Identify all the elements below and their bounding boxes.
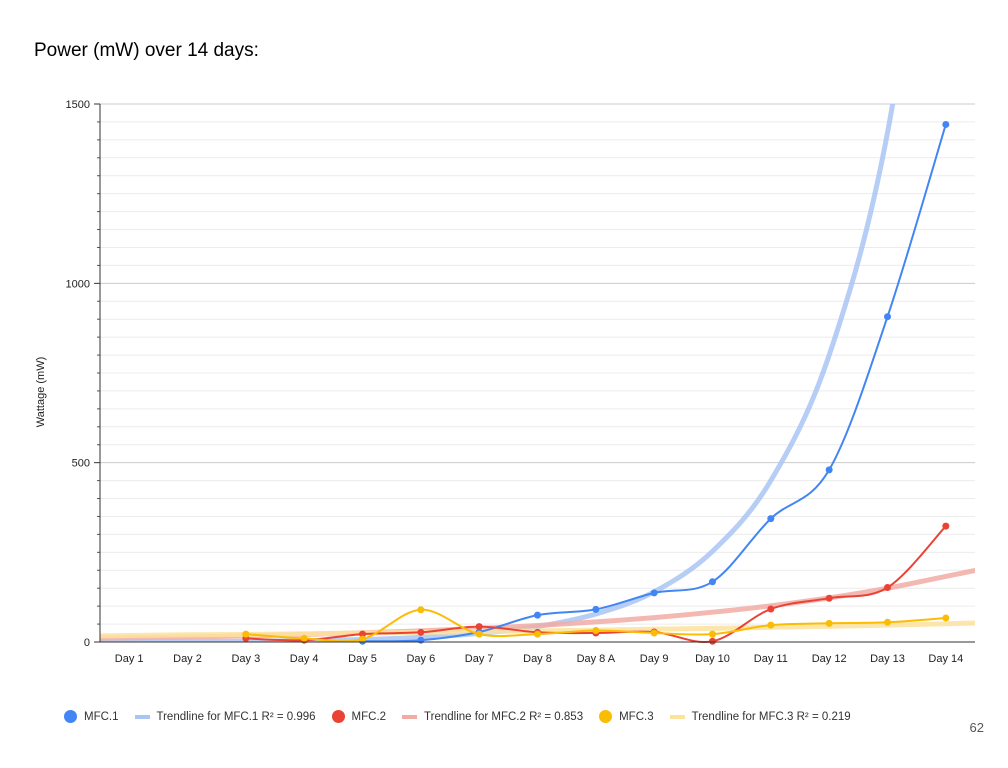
data-point	[884, 583, 891, 591]
legend: MFC.1 Trendline for MFC.1 R² = 0.996 MFC.2…	[64, 710, 958, 723]
page-number: 62	[969, 720, 984, 735]
legend-item-trendline: Trendline for MFC.3 R² = 0.219	[669, 710, 851, 723]
data-point	[767, 621, 775, 629]
data-point	[942, 522, 950, 530]
legend-item-series: MFC.2	[331, 710, 387, 723]
legend-label: MFC.3	[619, 710, 654, 723]
legend-dot-icon	[64, 710, 77, 723]
data-point	[825, 619, 833, 627]
x-tick-label: Day 4	[290, 653, 319, 665]
legend-item-trendline: Trendline for MFC.1 R² = 0.996	[134, 710, 316, 723]
trendline-1	[100, 104, 896, 642]
legend-item-trendline: Trendline for MFC.2 R² = 0.853	[402, 711, 583, 723]
x-tick-label: Day 6	[406, 653, 435, 665]
x-tick-label: Day 1	[115, 653, 144, 665]
data-point	[650, 629, 658, 637]
data-point	[475, 623, 483, 631]
y-axis-label: Wattage (mW)	[35, 357, 47, 428]
x-tick-label: Day 14	[928, 653, 963, 665]
data-point	[650, 589, 658, 597]
data-point	[242, 630, 250, 638]
data-point	[767, 515, 775, 523]
x-tick-label: Day 8	[523, 653, 552, 665]
legend-label: Trendline for MFC.2 R² = 0.853	[424, 710, 584, 723]
legend-dot-icon	[599, 710, 613, 723]
data-point	[592, 627, 600, 635]
data-point	[825, 594, 833, 602]
x-tick-label: Day 13	[870, 653, 905, 665]
data-point	[359, 630, 366, 638]
data-point	[534, 611, 541, 619]
x-tick-label: Day 7	[465, 653, 494, 665]
data-point	[767, 605, 775, 613]
data-point	[300, 634, 308, 642]
data-point	[417, 636, 425, 644]
x-tick-labels: Day 1 Day 2 Day 3 Day 4 Day 5 Day 6 Day 7 Day 8…	[115, 653, 963, 665]
legend-line-icon	[669, 714, 685, 719]
x-tick-label: Day 12	[812, 653, 847, 665]
x-tick-label: Day 8 A	[577, 653, 616, 665]
data-point	[475, 630, 483, 638]
legend-dot-icon	[331, 710, 345, 723]
legend-label: Trendline for MFC.3 R² = 0.219	[691, 710, 851, 723]
legend-item-series: MFC.1	[64, 710, 119, 723]
data-point	[942, 120, 950, 128]
legend-line-icon	[402, 714, 418, 719]
y-tick-labels: 0 500 1000 1500	[66, 99, 90, 649]
data-series	[242, 120, 950, 645]
minor-gridlines	[100, 121, 975, 625]
trendlines	[100, 104, 975, 642]
y-tick-label: 1000	[66, 278, 90, 290]
data-point	[884, 313, 891, 321]
data-point	[359, 635, 366, 643]
data-point	[825, 466, 833, 474]
x-tick-label: Day 2	[173, 653, 202, 665]
data-point	[709, 578, 716, 586]
x-tick-label: Day 9	[640, 653, 669, 665]
axes	[94, 103, 975, 643]
x-tick-label: Day 5	[348, 653, 377, 665]
data-point	[417, 606, 425, 614]
legend-label: MFC.1	[84, 710, 119, 723]
legend-line-icon	[134, 714, 150, 719]
data-point	[709, 630, 716, 638]
y-tick-label: 1500	[66, 99, 90, 111]
data-point	[709, 637, 716, 645]
legend-item-series: MFC.3	[599, 710, 654, 723]
data-point	[534, 630, 541, 638]
legend-label: MFC.2	[351, 710, 387, 723]
x-tick-label: Day 10	[695, 653, 730, 665]
legend-label: Trendline for MFC.1 R² = 0.996	[156, 710, 316, 723]
data-point	[884, 618, 891, 626]
page-title: Power (mW) over 14 days:	[34, 40, 259, 61]
series-line-mfc-1	[362, 124, 947, 643]
y-tick-label: 500	[72, 458, 90, 470]
data-point	[942, 614, 950, 622]
y-tick-label: 0	[84, 637, 90, 649]
x-tick-label: Day 3	[231, 653, 260, 665]
x-tick-label: Day 11	[754, 653, 788, 665]
data-point	[417, 628, 425, 636]
major-gridlines	[100, 103, 975, 464]
data-point	[592, 605, 600, 613]
